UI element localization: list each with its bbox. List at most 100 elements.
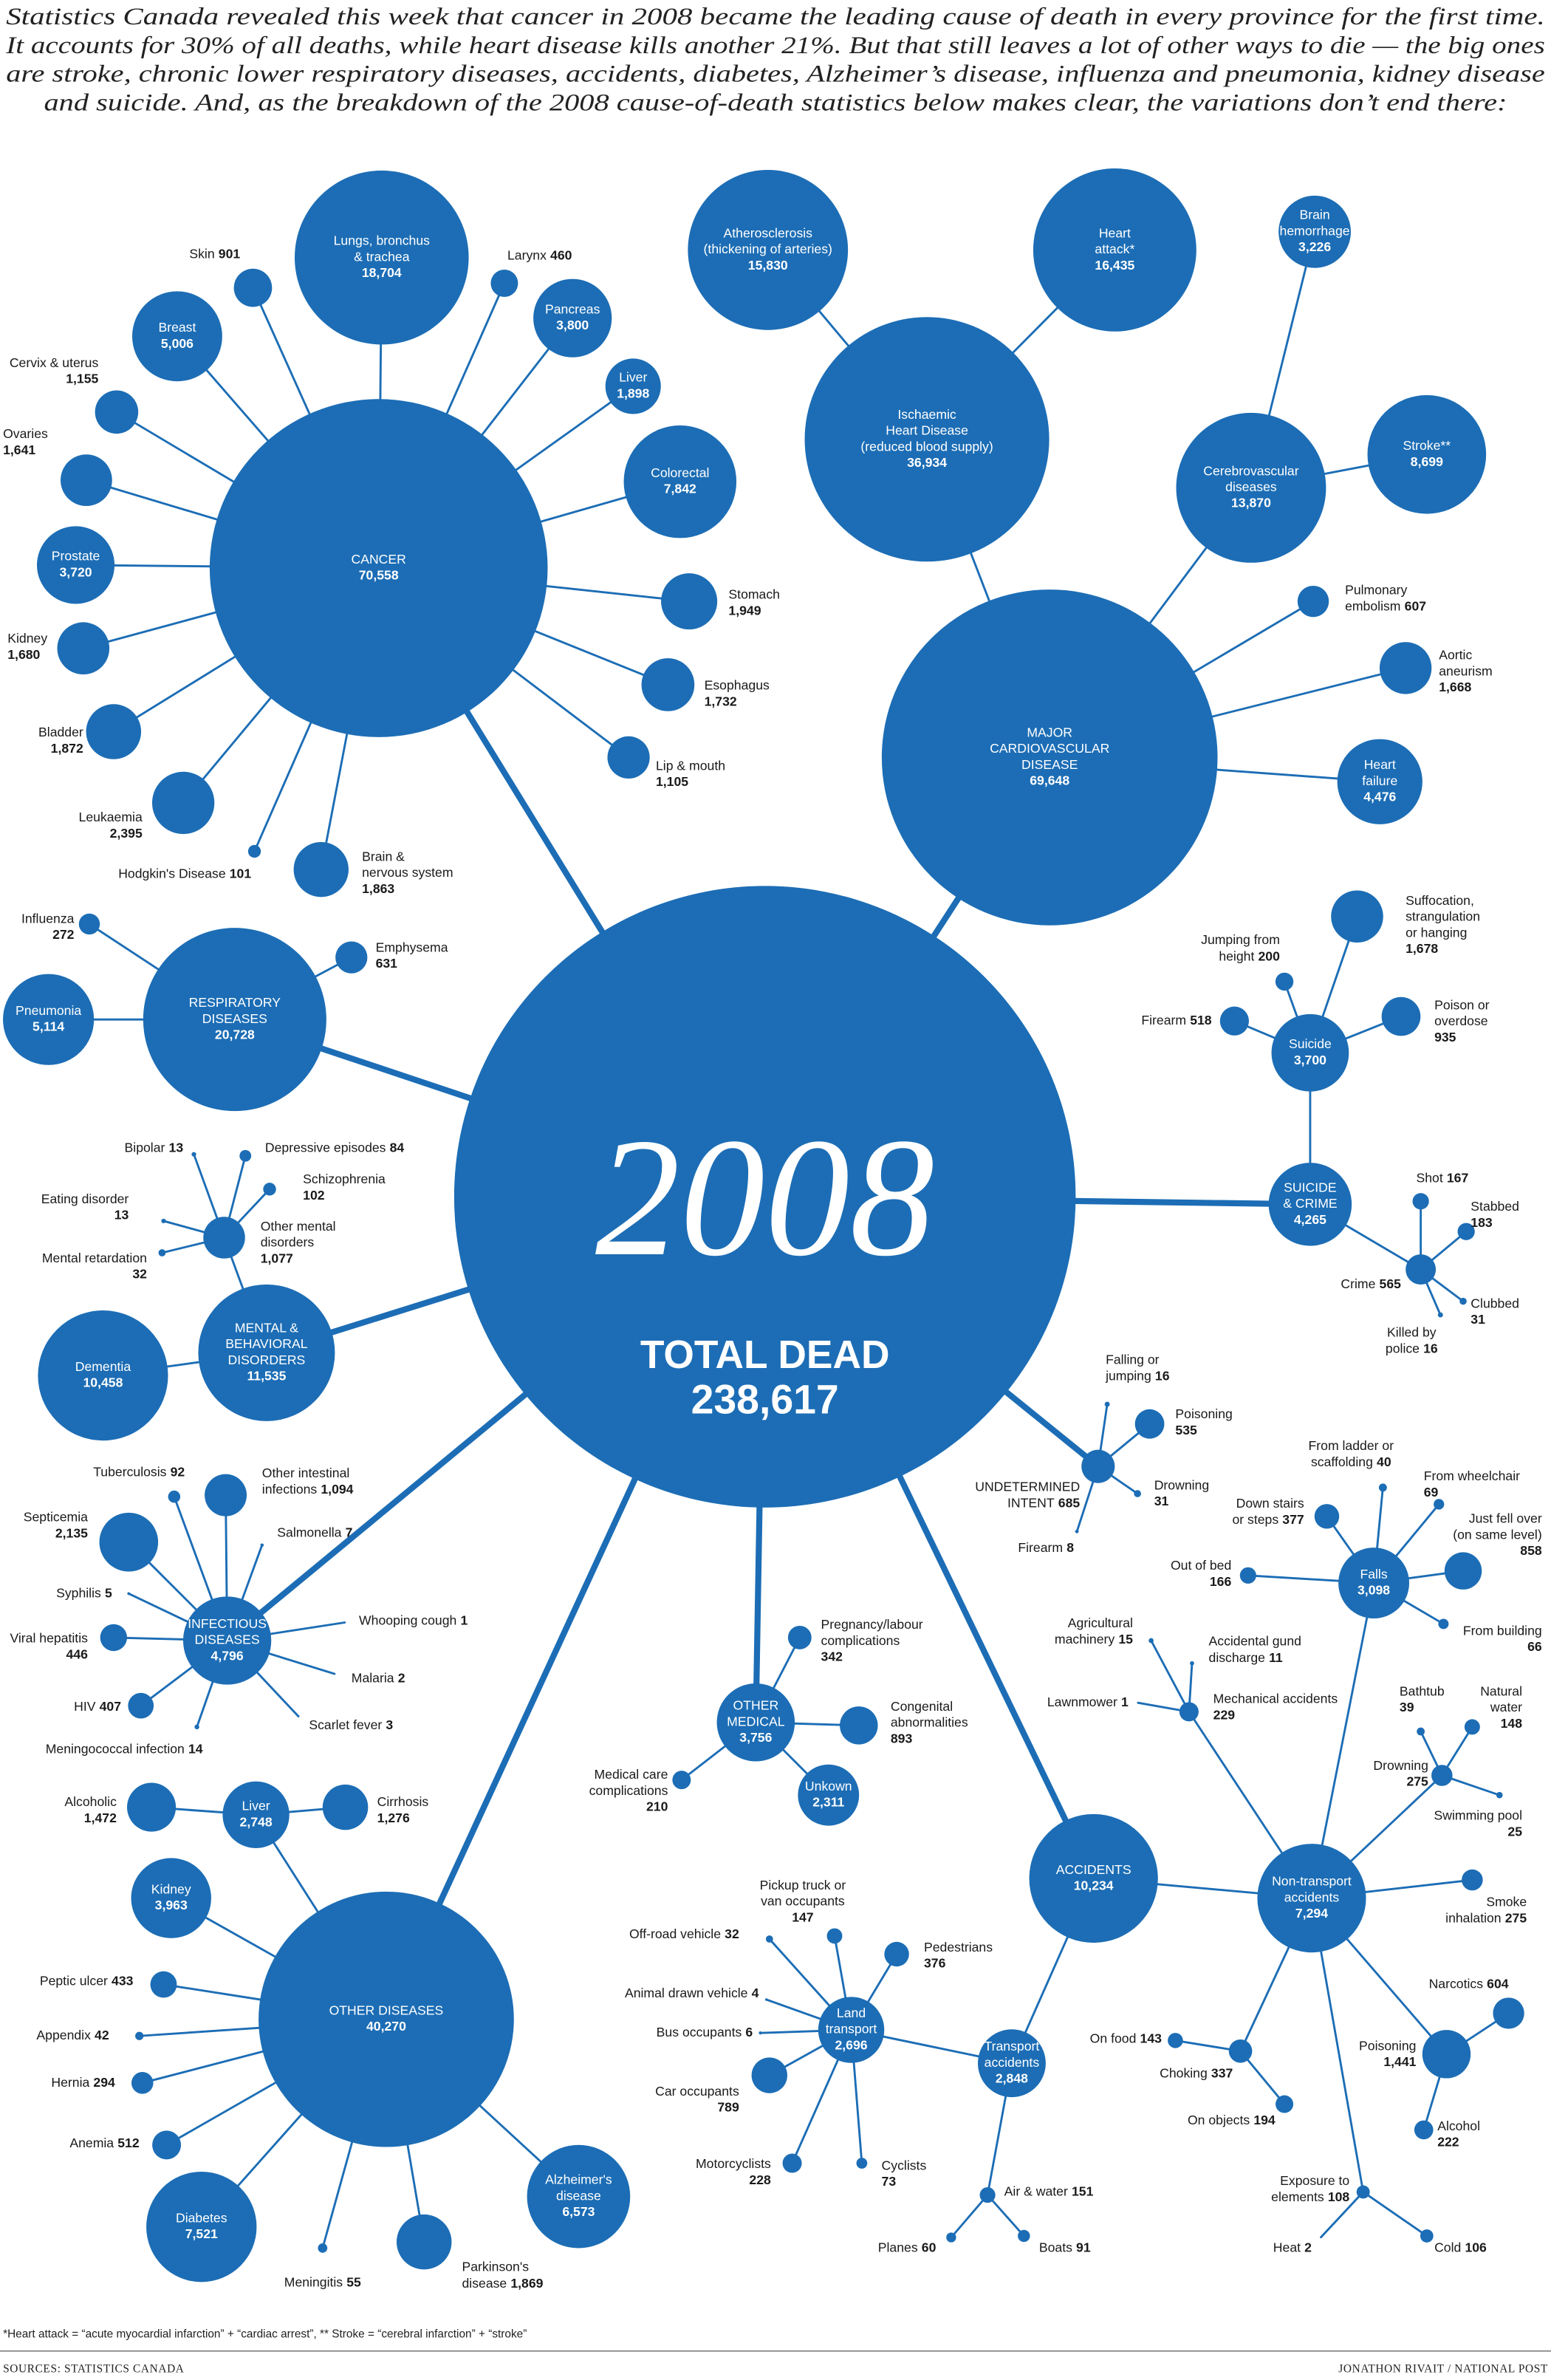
node-circle [1257,1844,1366,1953]
node-circle [759,2031,762,2035]
node-value: 228 [749,2172,771,2187]
edge [950,2194,989,2238]
node-value: 6 [745,2025,753,2039]
node-label: Tuberculosis [93,1464,166,1479]
node-label: Motorcyclists [696,2156,771,2171]
source: SOURCES: STATISTICS CANADA [3,2363,184,2376]
node-label: Ischaemic [897,407,956,422]
node-value: 108 [1328,2189,1350,2204]
node-value: 39 [1400,1700,1414,1714]
node-circle [334,1672,336,1675]
node-label-line: Animal drawn vehicle 4 [625,1985,759,2000]
node-label: DISORDERS [228,1353,306,1367]
node-label: Shot [1416,1170,1442,1185]
node-value: 3,756 [739,1730,772,1745]
node-label: nervous system [362,865,453,880]
node-circle [239,1149,252,1162]
node-circle [1275,972,1294,991]
node-label: machinery [1055,1632,1115,1646]
node-circle [318,2243,328,2253]
node-circle [247,844,261,858]
node-label: accidents [1284,1890,1340,1904]
node-value: 8,699 [1411,454,1443,469]
node-circle [782,2153,802,2173]
node-label: Out of bed [1171,1558,1231,1573]
node-circle [191,1152,196,1157]
node-value: 858 [1520,1543,1542,1558]
node-label: Down stairs [1236,1496,1304,1511]
node-value: 5,006 [161,336,194,351]
node-label: Appendix [36,2028,91,2042]
node-label: Non-transport [1272,1874,1352,1889]
node-label: scaffolding [1311,1454,1373,1469]
node-label-line: scaffolding 40 [1311,1454,1391,1469]
node-value: 7,842 [664,482,696,496]
node-label: van occupants [761,1894,845,1909]
node-circle [490,270,518,297]
node-circle [1431,1765,1453,1786]
node-value: 101 [230,866,252,880]
node-value: 70,558 [359,568,399,583]
node-value: 73 [882,2174,897,2189]
bubbles [3,168,1524,2282]
node-value: 2 [1304,2240,1312,2254]
node-value: 10,234 [1074,1878,1114,1892]
node-value: 55 [346,2274,361,2289]
node-value: 7,521 [185,2226,218,2241]
node-circle [1134,1409,1165,1439]
node-value: 148 [1501,1716,1523,1731]
node-label: Aortic [1439,648,1472,663]
node-label-line: Boats 91 [1039,2240,1091,2254]
node-value: 3,963 [155,1898,188,1912]
node-label: Air & water [1004,2184,1068,2198]
node-circle [198,1284,335,1421]
node-label: Syphilis [56,1585,101,1600]
node-circle [131,1858,211,1938]
node-label-line: Narcotics 604 [1429,1976,1509,1991]
node-circle [1271,1013,1349,1092]
node-circle [37,526,115,604]
node-label-line: Syphilis 5 [56,1585,112,1600]
node-label: Schizophrenia [303,1172,386,1186]
node-label-line: height 200 [1219,948,1280,963]
node-label: Alcohol [1437,2119,1480,2133]
node-circle [152,2130,182,2160]
node-value: 194 [1253,2113,1276,2127]
node-circle [818,1997,885,2063]
node-circle [1412,1193,1429,1210]
node-value: 4,265 [1294,1212,1326,1227]
node-label: Scarlet fever [309,1717,382,1731]
node-circle [1338,1548,1409,1619]
node-value: 2,748 [240,1814,273,1829]
node-label: Bathtub [1400,1683,1445,1698]
node-value: 1,472 [84,1810,117,1825]
node-label: Killed by [1387,1324,1437,1339]
node-label: Drowning [1373,1758,1428,1773]
node-circle [86,704,142,759]
node-label-line: Whooping cough 1 [359,1613,468,1627]
node-label: Mechanical accidents [1213,1692,1338,1706]
node-label: Lungs, bronchus [334,233,431,248]
node-label: Parkinson's [462,2260,529,2274]
node-circle [1406,1254,1437,1285]
node-value: 166 [1210,1574,1232,1589]
node-value: 60 [922,2240,937,2254]
node-label: Poisoning [1175,1406,1232,1421]
node-label: Car occupants [655,2084,739,2099]
node-label: Leukaemia [79,810,143,824]
node-value: 407 [100,1699,122,1714]
canvas: Statistics Canada revealed this week tha… [0,4,1551,2376]
intro-line: It accounts for 30% of all deaths, while… [5,33,1545,59]
node-label-line: discharge 11 [1209,1649,1283,1664]
node-label: Crime [1341,1276,1375,1291]
node-label: Jumping from [1201,932,1280,947]
node-label-line: Peptic ulcer 433 [40,1973,134,1988]
node-circle [977,2029,1046,2098]
node-circle [716,1683,795,1762]
node-label: Other mental [261,1219,336,1234]
node-label: Drowning [1154,1477,1209,1492]
node-label: Choking [1160,2065,1208,2080]
node-circle [335,941,368,974]
node-circle [127,1782,177,1832]
